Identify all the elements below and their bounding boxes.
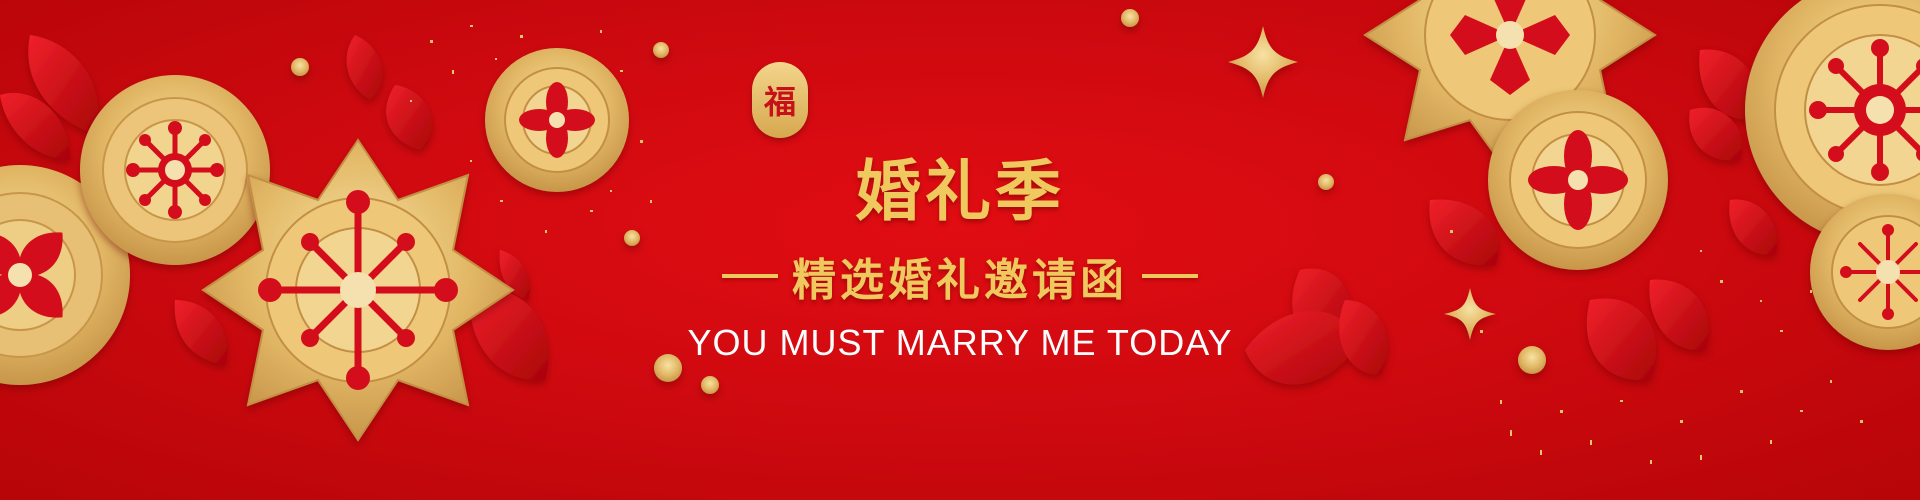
gold-confetti-icon xyxy=(410,25,652,233)
gold-paper-flower-icon xyxy=(485,48,629,192)
banner-tagline: YOU MUST MARRY ME TODAY xyxy=(687,322,1233,363)
gold-paper-flower-icon xyxy=(201,138,515,442)
fu-character: 福 xyxy=(763,83,796,121)
gold-confetti-icon xyxy=(1450,230,1863,464)
gold-sparkle-icon xyxy=(1228,26,1496,340)
gold-paper-flower-icon xyxy=(1810,194,1920,350)
gold-paper-flower-icon xyxy=(1745,0,1920,245)
gold-confetti-icon xyxy=(1318,174,1546,374)
red-petal-icon xyxy=(0,35,549,381)
subtitle-row: 精选婚礼邀请函 xyxy=(0,244,1920,308)
banner-title: 婚礼季 xyxy=(855,152,1065,230)
gold-paper-flower-icon xyxy=(1363,0,1657,177)
subtitle-right-rule xyxy=(1142,274,1198,278)
banner-subtitle: 精选婚礼邀请函 xyxy=(792,255,1128,306)
gold-paper-flower-icon xyxy=(1488,90,1668,270)
subtitle-left-rule xyxy=(722,274,778,278)
gold-paper-flower-icon xyxy=(80,75,270,265)
fu-charm-badge: 福 xyxy=(752,62,808,138)
gold-confetti-icon xyxy=(291,9,1139,394)
red-petal-icon xyxy=(1245,49,1778,385)
